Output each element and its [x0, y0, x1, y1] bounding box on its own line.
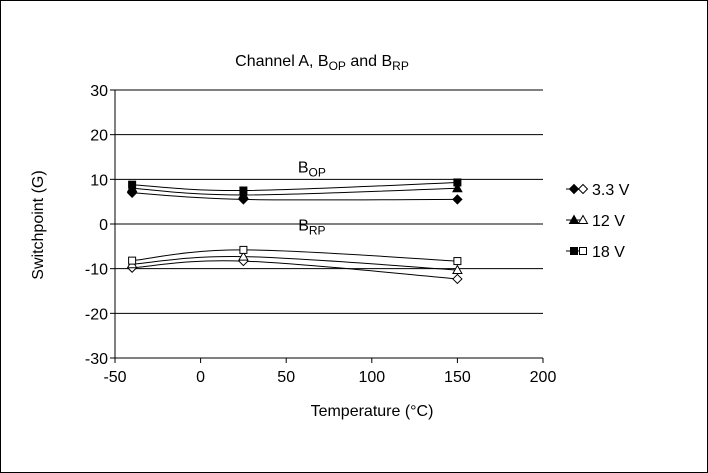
data-point — [239, 245, 248, 254]
legend-label: 12 V — [592, 213, 625, 230]
x-axis-label: Temperature (°C) — [311, 403, 434, 420]
data-point — [452, 264, 463, 275]
title-sub-rp: RP — [392, 59, 409, 73]
series-layer — [126, 178, 463, 285]
legend-item-12v: 12 V — [566, 213, 625, 230]
series-line — [132, 187, 458, 196]
series-line — [132, 249, 458, 262]
data-point — [452, 273, 463, 285]
data-point — [453, 178, 462, 187]
legend-marker-open — [577, 214, 589, 224]
y-tick-label: 10 — [90, 172, 108, 189]
series-line — [132, 181, 458, 192]
x-tick-label: -50 — [103, 369, 126, 386]
legend-marker-filled — [568, 214, 580, 224]
legend-marker-open — [579, 247, 587, 255]
series-line — [132, 260, 458, 280]
x-tick-label: 200 — [530, 369, 557, 386]
y-tick-label: 20 — [90, 128, 108, 145]
legend-marker-open — [577, 183, 589, 195]
x-tick-label: 150 — [444, 369, 471, 386]
series-brp-18v — [128, 245, 462, 266]
series-line — [132, 192, 458, 201]
x-tick-label: 100 — [358, 369, 385, 386]
data-point — [128, 180, 137, 189]
legend-label: 3.3 V — [592, 182, 630, 199]
data-point — [453, 257, 462, 266]
data-point — [452, 194, 463, 205]
x-tick-label: 50 — [277, 369, 295, 386]
title-main: Channel A, B — [235, 53, 328, 70]
y-axis-label: Switchpoint (G) — [30, 170, 47, 279]
data-point — [452, 182, 463, 193]
chart-title: Channel A, BOP and BRP — [235, 53, 409, 73]
annotation-layer: BOP BRP — [298, 160, 326, 238]
legend-item-18v: 18 V — [566, 244, 625, 261]
y-tick-label: -20 — [85, 306, 108, 323]
y-tick-label: -30 — [85, 351, 108, 368]
data-point — [238, 251, 249, 261]
legend-label: 18 V — [592, 244, 625, 261]
series-line — [132, 256, 458, 271]
legend-marker-filled — [568, 183, 580, 195]
x-tick-label: 0 — [196, 369, 205, 386]
title-sub-op: OP — [329, 59, 346, 73]
axes: -30 -20 -10 0 10 20 30 -50 0 50 100 150 200 — [85, 83, 557, 386]
plot-area — [115, 89, 543, 314]
legend-item-33v: 3.3 V — [566, 182, 630, 199]
annotation-rp: BRP — [298, 218, 325, 238]
title-mid: and B — [346, 53, 392, 70]
data-point — [128, 256, 137, 265]
data-point — [239, 186, 248, 195]
series-bop-18v — [128, 178, 462, 195]
y-tick-label: 30 — [90, 83, 108, 100]
legend: 3.3 V 12 V 18 V — [566, 182, 630, 261]
annotation-op: BOP — [298, 160, 326, 180]
y-tick-label: -10 — [85, 262, 108, 279]
y-tick-label: 0 — [99, 217, 108, 234]
legend-marker-filled — [570, 247, 578, 255]
